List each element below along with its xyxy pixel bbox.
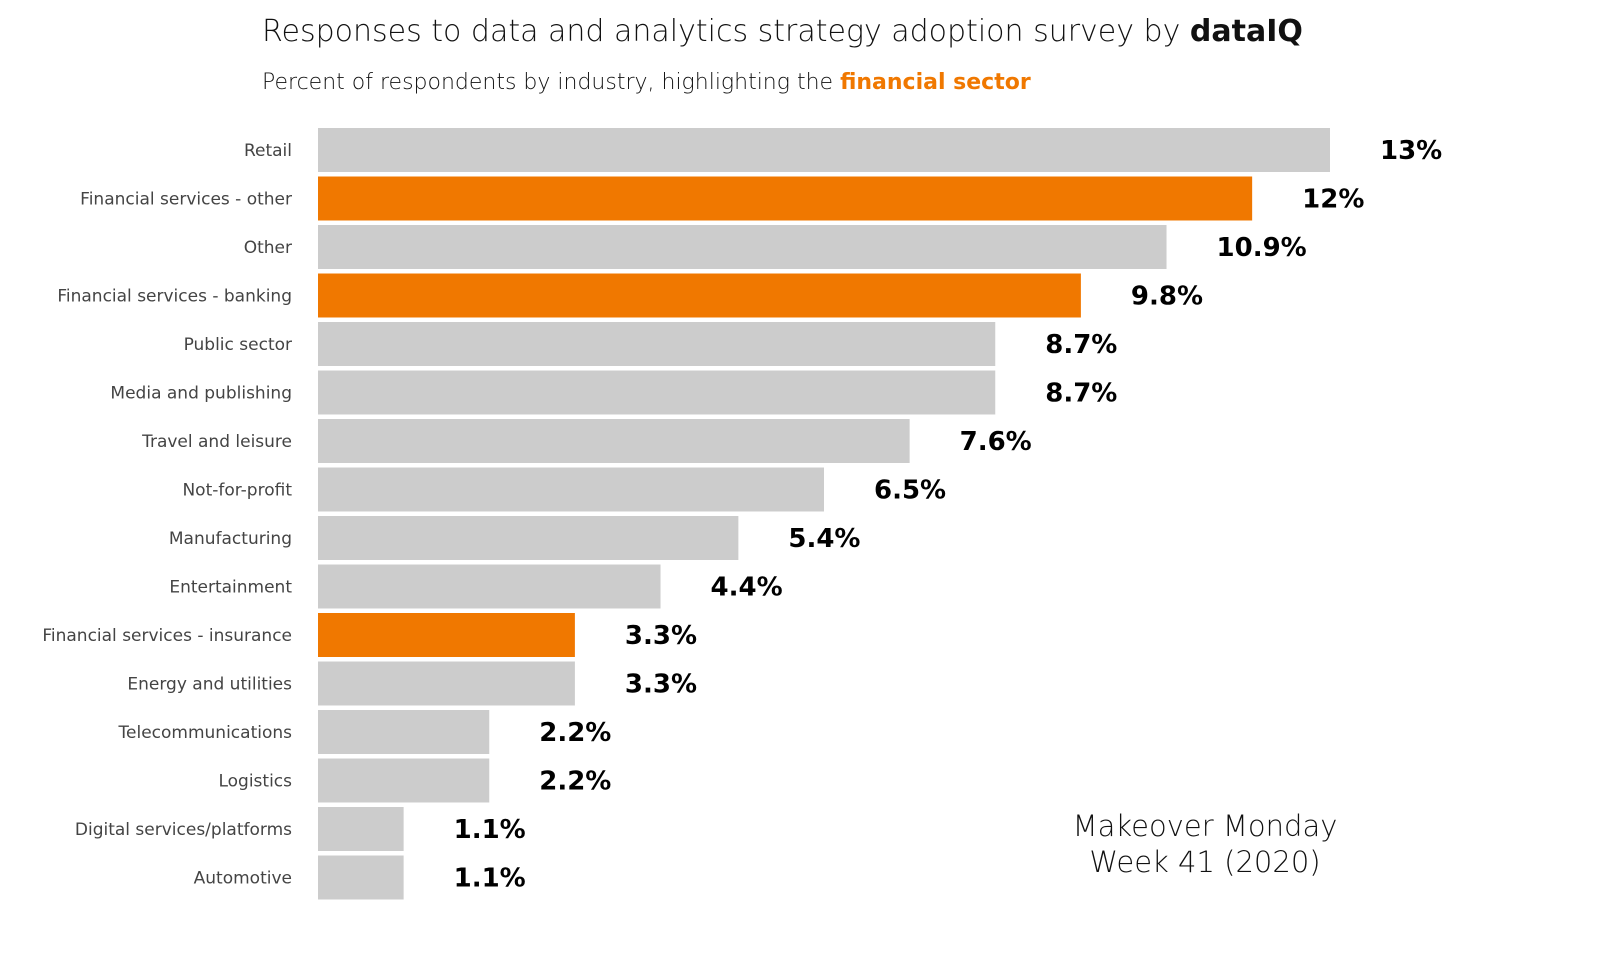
bar-15 [318, 855, 404, 900]
bar-13 [318, 758, 490, 803]
value-label: 1.1% [454, 864, 526, 894]
chart-subtitle: Percent of respondents by industry, high… [262, 70, 1031, 95]
bar-10 [318, 613, 575, 657]
value-label: 6.5% [874, 476, 946, 506]
category-label: Financial services - insurance [42, 626, 292, 646]
value-label: 1.1% [454, 815, 526, 845]
bar-7 [318, 467, 824, 512]
value-label: 8.7% [1045, 379, 1117, 409]
category-label: Entertainment [169, 578, 292, 598]
value-label: 9.8% [1131, 282, 1203, 312]
makeover-monday-note: Makeover Monday Week 41 (2020) [1045, 808, 1365, 880]
category-label: Not-for-profit [182, 481, 292, 501]
category-label: Media and publishing [110, 384, 292, 404]
category-label: Logistics [218, 772, 292, 792]
bar-11 [318, 661, 575, 706]
value-label: 8.7% [1045, 330, 1117, 360]
category-label: Other [244, 238, 292, 258]
subtitle-highlight: financial sector [840, 70, 1031, 95]
subtitle-main: Percent of respondents by industry, high… [262, 70, 841, 95]
note-line-2: Week 41 (2020) [1089, 845, 1321, 879]
note-line-1: Makeover Monday [1072, 809, 1338, 843]
bar-0 [318, 128, 1330, 172]
value-label: 13% [1380, 136, 1442, 166]
value-label: 12% [1302, 185, 1364, 215]
value-label: 3.3% [625, 670, 697, 700]
category-label: Financial services - other [80, 190, 292, 210]
category-label: Manufacturing [169, 529, 292, 549]
category-label: Retail [244, 141, 292, 161]
title-brand: dataIQ [1189, 14, 1303, 49]
value-label: 5.4% [788, 524, 860, 554]
chart-title: Responses to data and analytics strategy… [262, 14, 1303, 49]
bar-6 [318, 419, 910, 463]
category-label: Travel and leisure [141, 432, 292, 452]
category-label: Automotive [194, 869, 292, 889]
category-label: Public sector [184, 335, 292, 355]
title-main: Responses to data and analytics strategy… [262, 14, 1190, 49]
bar-14 [318, 807, 404, 851]
category-label: Financial services - banking [57, 287, 292, 307]
category-label: Energy and utilities [127, 675, 292, 695]
value-label: 2.2% [539, 718, 611, 748]
bar-3 [318, 273, 1081, 318]
bar-1 [318, 176, 1253, 221]
value-label: 10.9% [1217, 233, 1307, 263]
bar-4 [318, 322, 996, 366]
bar-5 [318, 370, 996, 415]
bar-8 [318, 516, 739, 560]
value-label: 3.3% [625, 621, 697, 651]
value-label: 4.4% [711, 573, 783, 603]
bar-9 [318, 564, 661, 609]
bar-12 [318, 710, 490, 754]
category-label: Digital services/platforms [75, 820, 292, 840]
bar-2 [318, 225, 1167, 269]
value-label: 2.2% [539, 767, 611, 797]
value-label: 7.6% [960, 427, 1032, 457]
category-label: Telecommunications [118, 723, 293, 743]
